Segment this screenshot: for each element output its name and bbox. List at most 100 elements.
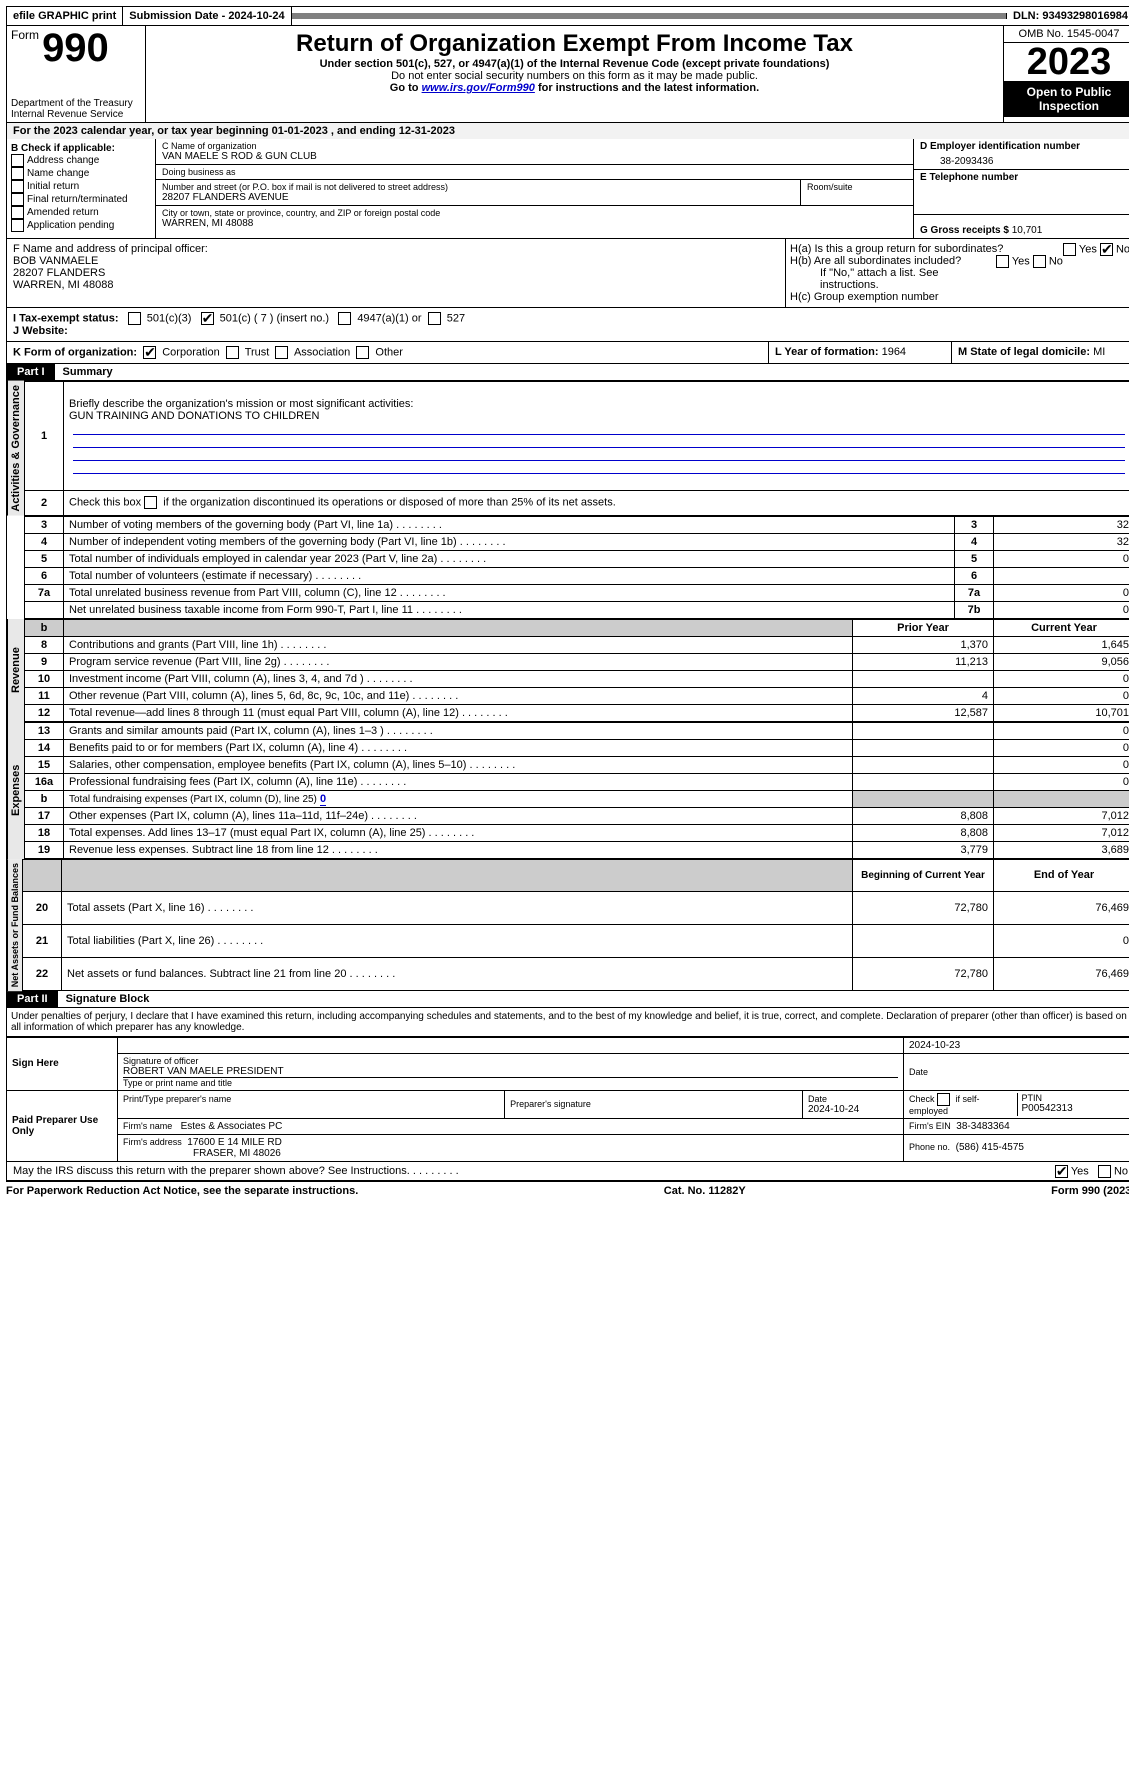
cb-initial-return[interactable] [11,180,24,193]
gross-receipts: 10,701 [1012,225,1043,236]
row-num: 3 [25,516,64,533]
cb-name-change[interactable] [11,167,24,180]
row-key: 7b [955,601,994,618]
hb-yes[interactable] [996,255,1009,268]
cb-app-pending[interactable] [11,219,24,232]
cb-corp[interactable] [143,346,156,359]
k-label: K Form of organization: [13,346,137,358]
curr-val: 0 [994,670,1129,687]
side-na: Net Assets or Fund Balances [7,859,22,991]
cb-501c3[interactable] [128,312,141,325]
sig-officer-lbl: Signature of officer [123,1056,898,1066]
prior-val: 12,587 [853,704,994,721]
line-a: For the 2023 calendar year, or tax year … [6,123,1129,139]
prior-val: 4 [853,687,994,704]
row-val: 0 [994,550,1129,567]
date-lbl: Date [909,1067,1129,1077]
firm-addr-lbl: Firm's address [123,1137,182,1147]
row-desc: Investment income (Part VIII, column (A)… [64,670,853,687]
col-b: b [25,619,64,636]
cb-501c[interactable] [201,312,214,325]
perjury-declaration: Under penalties of perjury, I declare th… [6,1008,1129,1037]
discuss-no[interactable] [1098,1165,1111,1178]
curr-val: 76,469 [994,957,1129,990]
form-header: Form 990 Department of the Treasury Inte… [6,26,1129,123]
hb-no[interactable] [1033,255,1046,268]
cb-discontinued[interactable] [144,496,157,509]
irs-link[interactable]: www.irs.gov/Form990 [422,82,535,94]
row-desc: Total number of volunteers (estimate if … [64,567,955,584]
cb-4947[interactable] [338,312,351,325]
ha-yes[interactable] [1063,243,1076,256]
row-num: 20 [23,892,62,925]
row-key: 3 [955,516,994,533]
prior-val [853,670,994,687]
row-desc: Grants and similar amounts paid (Part IX… [64,722,853,739]
row-num: 14 [25,739,64,756]
officer-name: BOB VANMAELE [13,255,779,267]
irs-label: Internal Revenue Service [11,109,141,120]
end-header: End of Year [994,859,1129,892]
discuss-yes[interactable] [1055,1165,1068,1178]
cb-other[interactable] [356,346,369,359]
tax-year: 2023 [1004,43,1129,81]
cb-amended[interactable] [11,206,24,219]
l1-label: Briefly describe the organization's miss… [69,398,413,410]
footer: For Paperwork Reduction Act Notice, see … [6,1181,1129,1197]
cat-no: Cat. No. 11282Y [664,1185,746,1197]
row-desc: Number of independent voting members of … [64,533,955,550]
row-desc: Total assets (Part X, line 16) [62,892,853,925]
top-bar: efile GRAPHIC print Submission Date - 20… [6,6,1129,26]
prior-val: 3,779 [853,841,994,858]
form-word: Form [11,28,39,42]
signature-table: Sign Here 2024-10-23 Signature of office… [6,1037,1129,1162]
f-label: F Name and address of principal officer: [13,243,779,255]
row-num: 17 [25,807,64,824]
street-value: 28207 FLANDERS AVENUE [162,192,794,203]
officer-street: 28207 FLANDERS [13,267,779,279]
pt-name-lbl: Print/Type preparer's name [123,1094,499,1104]
entity-block: B Check if applicable: Address change Na… [6,139,1129,239]
row-desc: Total unrelated business revenue from Pa… [64,584,955,601]
curr-val: 0 [994,756,1129,773]
curr-val: 0 [994,722,1129,739]
cb-address-change[interactable] [11,154,24,167]
section-c: C Name of organization VAN MAELE S ROD &… [156,139,914,239]
part2-header-row: Part II Signature Block [6,991,1129,1008]
row-desc: Salaries, other compensation, employee b… [64,756,853,773]
form-title: Return of Organization Exempt From Incom… [150,30,999,58]
phone-lbl: Phone no. [909,1142,950,1152]
pra-notice: For Paperwork Reduction Act Notice, see … [6,1185,358,1197]
curr-val: 76,469 [994,892,1129,925]
prior-val [853,756,994,773]
room-label: Room/suite [807,182,907,192]
exp-block: Expenses 13 Grants and similar amounts p… [6,722,1129,859]
row-desc: Number of voting members of the governin… [64,516,955,533]
subtitle-2: Do not enter social security numbers on … [150,70,999,82]
cb-final-return[interactable] [11,193,24,206]
firm-name-lbl: Firm's name [123,1121,172,1131]
curr-val: 0 [994,925,1129,958]
row-num: 18 [25,824,64,841]
cb-527[interactable] [428,312,441,325]
ag-block: Activities & Governance 1 Briefly descri… [6,381,1129,516]
row-num: 19 [25,841,64,858]
open-inspection: Open to Public Inspection [1004,81,1129,117]
cb-self-employed[interactable] [937,1093,950,1106]
fh-block: F Name and address of principal officer:… [6,239,1129,308]
sig-date: 2024-10-23 [904,1037,1129,1053]
paid-preparer: Paid Preparer Use Only [7,1090,118,1161]
cb-trust[interactable] [226,346,239,359]
hb-label: H(b) Are all subordinates included? [790,255,961,267]
c-name-label: C Name of organization [162,141,907,151]
row-desc: Net unrelated business taxable income fr… [64,601,955,618]
d-label: D Employer identification number [920,141,1128,152]
part2-title: Signature Block [58,991,158,1007]
efile-print[interactable]: efile GRAPHIC print [7,7,123,25]
officer-city: WARREN, MI 48088 [13,279,779,291]
part1-badge: Part I [7,364,55,380]
ha-no[interactable] [1100,243,1113,256]
cb-assoc[interactable] [275,346,288,359]
row-desc: Program service revenue (Part VIII, line… [64,653,853,670]
row-num: 11 [25,687,64,704]
